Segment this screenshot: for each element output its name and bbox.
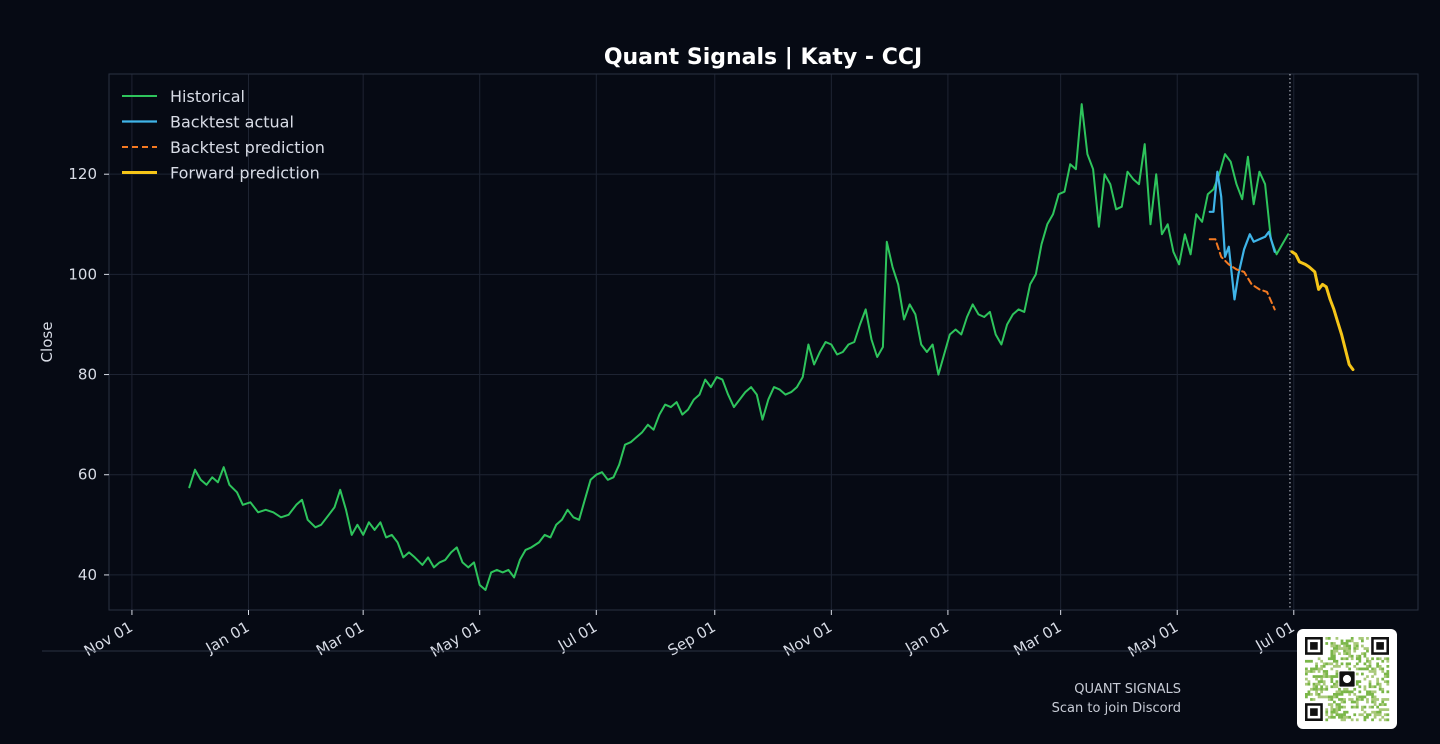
plot-area-frame (108, 73, 1419, 611)
series-layer (188, 103, 1355, 591)
legend-label: Forward prediction (170, 164, 320, 183)
series-line-forward-prediction (1290, 250, 1355, 372)
chart-title: Quant Signals | Katy - CCJ (604, 45, 922, 70)
series-line-backtest-prediction (1208, 238, 1276, 311)
discord-qr-code[interactable] (1297, 629, 1397, 729)
footer-brand: QUANT SIGNALS (1074, 682, 1181, 697)
series-line-backtest-actual (1208, 170, 1276, 301)
grid-lines (109, 74, 1418, 610)
y-tick-label: 120 (68, 165, 97, 183)
y-tick-label: 80 (78, 366, 97, 384)
qr-code-icon (1305, 637, 1390, 722)
legend-label: Backtest prediction (170, 138, 325, 157)
y-tick-label: 60 (78, 466, 97, 484)
series-line-historical (188, 103, 1290, 591)
legend-label: Backtest actual (170, 113, 294, 132)
legend-label: Historical (170, 87, 245, 106)
legend: Historical Backtest actual Backtest predic… (122, 87, 325, 183)
y-tick-label: 40 (78, 566, 97, 584)
footer-caption: Scan to join Discord (1051, 701, 1181, 716)
y-tick-label: 100 (68, 265, 97, 283)
y-axis-label: Close (38, 322, 56, 363)
